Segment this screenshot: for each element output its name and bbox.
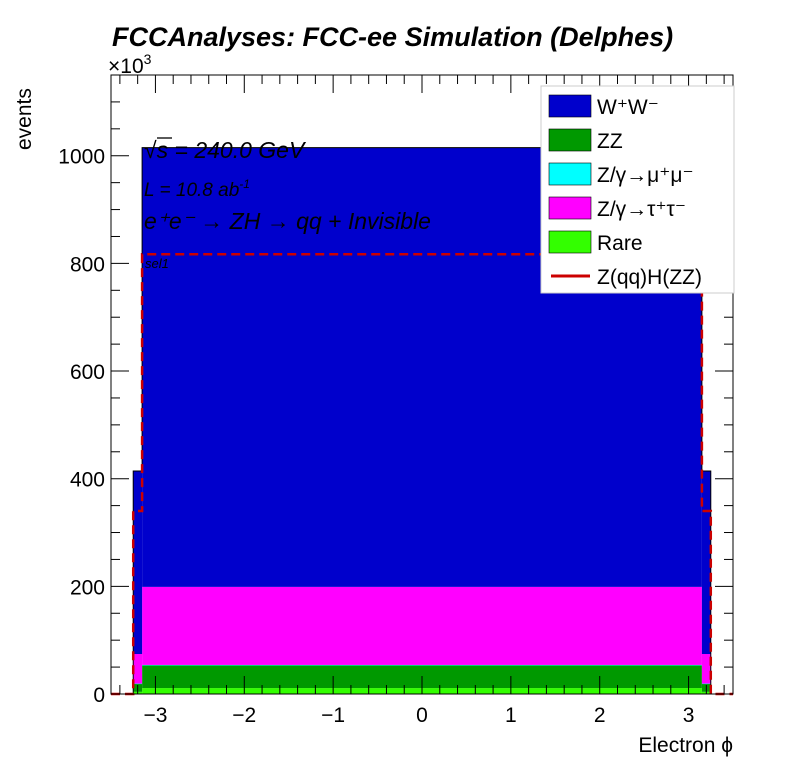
signal-histogram-line — [111, 252, 733, 696]
stacked-histogram-fills — [111, 147, 733, 695]
x-tick-label: −3 — [143, 704, 167, 727]
y-tick-label: 200 — [70, 576, 105, 599]
axis-tick-labels: −3 −2 −1 0 1 2 3 0 200 400 600 800 1000 — [58, 146, 694, 727]
bar-2-1 — [133, 683, 143, 685]
bar-2-2 — [142, 664, 702, 666]
bar-4-1 — [133, 470, 143, 655]
legend-label: Z/γ→μ⁺μ⁻ — [597, 164, 694, 187]
sqrt-s-annotation: √s = 240.0 GeV — [144, 137, 307, 163]
y-exponent-label: ×103 — [108, 51, 152, 78]
annotations: √s = 240.0 GeV L = 10.8 ab-1 e⁺e⁻ → ZH →… — [144, 137, 431, 271]
x-tick-label: 3 — [683, 704, 695, 727]
x-tick-label: −1 — [321, 704, 345, 727]
legend-box — [540, 85, 735, 294]
legend-label: ZZ — [597, 130, 623, 153]
legend-swatch — [548, 94, 592, 118]
x-tick-label: 1 — [505, 704, 517, 727]
legend-label: Rare — [597, 232, 643, 255]
y-tick-label: 1000 — [58, 146, 105, 169]
legend-label: W⁺W⁻ — [597, 96, 659, 119]
legend-swatch — [548, 230, 592, 254]
bar-2-3 — [701, 683, 711, 685]
x-tick-label: 0 — [416, 704, 428, 727]
luminosity-annotation: L = 10.8 ab-1 — [144, 177, 250, 201]
bar-3-2 — [142, 586, 702, 665]
chart-title: FCCAnalyses: FCC-ee Simulation (Delphes) — [112, 22, 673, 52]
x-tick-label: −2 — [232, 704, 256, 727]
legend-swatch — [548, 196, 592, 220]
legend-swatch — [548, 162, 592, 186]
y-tick-label: 600 — [70, 361, 105, 384]
y-tick-label: 0 — [93, 684, 105, 707]
signal-line — [111, 252, 733, 696]
legend: W⁺W⁻ ZZ Z/γ→μ⁺μ⁻ Z/γ→τ⁺τ⁻ Rare Z(qq)H(ZZ) — [540, 85, 735, 294]
process-annotation: e⁺e⁻ → ZH → qq + Invisible — [144, 208, 431, 234]
y-axis-label: events — [13, 88, 36, 150]
x-axis-label: Electron ϕ — [638, 734, 733, 757]
y-tick-label: 400 — [70, 469, 105, 492]
x-tick-label: 2 — [594, 704, 606, 727]
bar-4-3 — [701, 470, 711, 655]
legend-label: Z/γ→τ⁺τ⁻ — [597, 198, 686, 221]
bar-3-1 — [133, 654, 143, 684]
y-tick-label: 800 — [70, 253, 105, 276]
legend-swatch — [548, 128, 592, 152]
selection-annotation: sel1 — [145, 256, 169, 271]
legend-label: Z(qq)H(ZZ) — [597, 266, 702, 289]
bar-3-3 — [701, 654, 711, 684]
